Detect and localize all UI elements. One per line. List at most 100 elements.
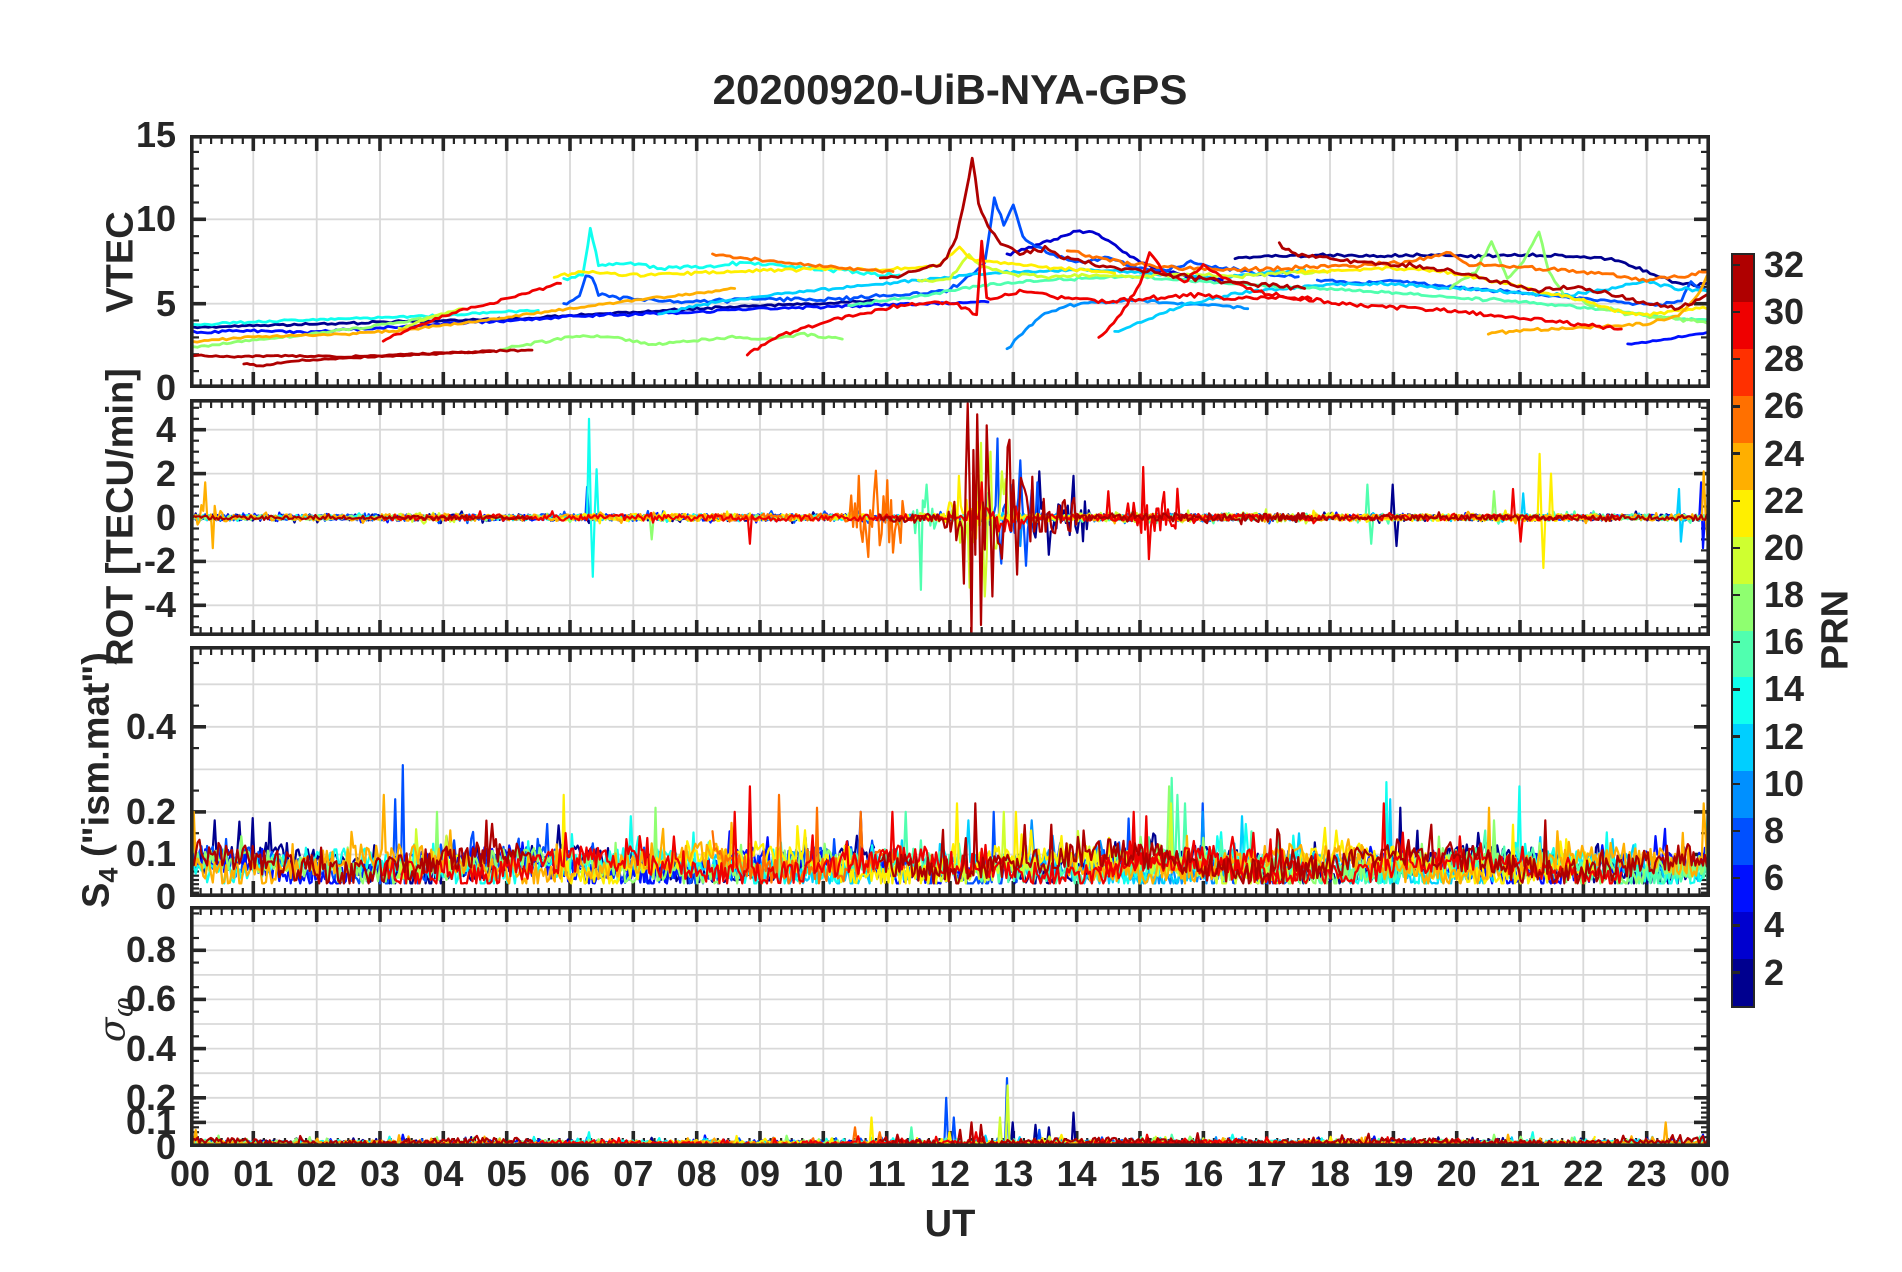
series-line-prn-7 xyxy=(190,437,1299,567)
page-title: 20200920-UiB-NYA-GPS xyxy=(712,66,1188,113)
colorbar-tick-label: 6 xyxy=(1764,857,1785,899)
series-line-prn-31 xyxy=(242,349,496,368)
x-tick-label: 21 xyxy=(1499,1153,1541,1194)
colorbar-tick-label: 22 xyxy=(1764,479,1805,521)
colorbar-band xyxy=(1733,442,1753,490)
colorbar-band xyxy=(1733,771,1753,819)
colorbar-tick-label: 14 xyxy=(1764,668,1805,710)
colorbar-tick-label: 4 xyxy=(1764,904,1785,946)
series-line-prn-32 xyxy=(879,402,1306,635)
x-tick-label: 11 xyxy=(867,1153,906,1194)
colorbar-tick xyxy=(1731,735,1740,738)
colorbar-tick-label: 28 xyxy=(1764,338,1805,380)
x-tick-label: 17 xyxy=(1246,1153,1287,1194)
x-tick-label: 08 xyxy=(676,1153,717,1194)
y-tick-label: 10 xyxy=(135,198,176,240)
colorbar-tick-label: 30 xyxy=(1764,290,1805,332)
colorbar-band xyxy=(1733,865,1753,913)
panel-canvas-1 xyxy=(190,399,1710,636)
colorbar-tick-label: 16 xyxy=(1764,621,1805,663)
series-line-prn-32 xyxy=(190,802,1710,885)
x-tick-label: 00 xyxy=(169,1153,211,1194)
colorbar-tick-label: 18 xyxy=(1764,574,1805,616)
x-tick-label: 13 xyxy=(993,1153,1034,1194)
series-line-prn-13 xyxy=(190,308,540,327)
series-line-prn-23 xyxy=(190,286,737,345)
x-axis-label: UT xyxy=(924,1203,976,1245)
series-line-prn-7 xyxy=(562,196,1300,306)
colorbar-tick-label: 26 xyxy=(1764,385,1805,427)
series-line-prn-30 xyxy=(1097,251,1623,339)
series-line-prn-29 xyxy=(745,239,1313,357)
y-tick-label: 0.2 xyxy=(125,790,176,832)
colorbar-tick-label: 20 xyxy=(1764,526,1805,568)
colorbar xyxy=(1731,253,1755,1008)
x-tick-label: 04 xyxy=(423,1153,464,1194)
panel-canvas-2 xyxy=(190,646,1710,897)
series-line-prn-11 xyxy=(657,267,1307,316)
panel-canvas-3 xyxy=(190,906,1710,1147)
colorbar-band xyxy=(1733,959,1753,1006)
series-line-prn-19 xyxy=(916,253,1332,283)
x-tick-label: 16 xyxy=(1183,1153,1224,1194)
colorbar-band xyxy=(1733,677,1753,725)
colorbar-tick xyxy=(1731,593,1740,597)
x-tick-label: 05 xyxy=(486,1153,527,1194)
x-tick-label: 02 xyxy=(296,1153,337,1194)
colorbar-tick-label: 24 xyxy=(1764,432,1805,474)
colorbar-band xyxy=(1733,818,1753,866)
panel-border xyxy=(190,399,1710,636)
colorbar-band xyxy=(1733,583,1753,631)
y-tick-label: 0.8 xyxy=(125,929,176,971)
colorbar-tick xyxy=(1731,877,1740,880)
x-tick-label: 03 xyxy=(359,1153,401,1194)
series-line-prn-2 xyxy=(1233,252,1710,288)
colorbar-band xyxy=(1733,630,1753,678)
colorbar-band xyxy=(1733,724,1753,772)
colorbar-tick-label: 12 xyxy=(1764,715,1805,757)
x-tick-label: 18 xyxy=(1309,1153,1351,1194)
y-tick-label: 0.4 xyxy=(125,1027,176,1069)
series-line-prn-32 xyxy=(878,156,1307,291)
y-tick-label: 0 xyxy=(155,367,176,408)
series-line-prn-13 xyxy=(190,417,900,578)
x-tick-label: 06 xyxy=(549,1153,591,1194)
x-tick-label: 10 xyxy=(803,1153,844,1194)
x-tick-label: 07 xyxy=(613,1153,654,1194)
y-tick-label: 15 xyxy=(135,114,176,155)
y-tick-label: 0 xyxy=(155,876,176,917)
x-tick-label: 00 xyxy=(1689,1153,1731,1194)
x-tick-label: 23 xyxy=(1626,1153,1667,1194)
series-line-prn-29 xyxy=(381,281,562,343)
series-line-prn-31 xyxy=(1278,511,1710,523)
x-tick-label: 19 xyxy=(1373,1153,1414,1194)
colorbar-tick xyxy=(1731,357,1740,361)
colorbar-tick xyxy=(1731,641,1740,644)
series-line-prn-21 xyxy=(552,245,1117,279)
x-tick-label: 22 xyxy=(1563,1153,1604,1194)
series-line-prn-31 xyxy=(190,513,534,522)
colorbar-band xyxy=(1733,348,1753,396)
series-line-prn-32 xyxy=(1277,241,1710,311)
panel-canvas-0 xyxy=(190,135,1710,388)
colorbar-band xyxy=(1733,536,1753,584)
y-tick-label: 0.2 xyxy=(125,1076,176,1118)
panel-border xyxy=(190,135,1710,388)
y-tick-label: 0.1 xyxy=(125,1101,176,1143)
y-tick-label: 0.4 xyxy=(125,705,176,747)
y-tick-label: 0.6 xyxy=(125,978,176,1020)
colorbar-tick xyxy=(1731,782,1740,786)
colorbar-tick xyxy=(1731,499,1740,502)
colorbar-tick xyxy=(1731,829,1740,833)
x-tick-label: 20 xyxy=(1436,1153,1477,1194)
y-tick-label: -2 xyxy=(143,540,176,582)
colorbar-tick xyxy=(1731,971,1740,974)
panel-border xyxy=(190,906,1710,1147)
series-line-prn-5 xyxy=(1626,330,1710,346)
colorbar-tick-label: 2 xyxy=(1764,951,1785,993)
x-tick-label: 14 xyxy=(1056,1153,1097,1194)
colorbar-band xyxy=(1733,912,1753,960)
colorbar-tick xyxy=(1731,546,1740,550)
x-tick-label: 12 xyxy=(929,1153,971,1194)
